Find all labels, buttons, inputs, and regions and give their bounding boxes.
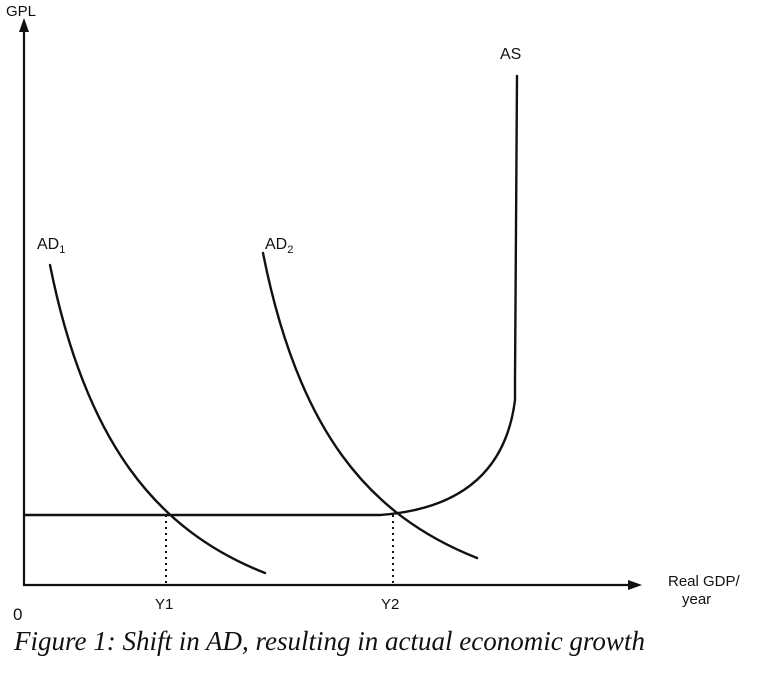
x-axis-label-line2: year xyxy=(682,591,711,608)
y-axis-label: GPL xyxy=(6,3,36,20)
ad1-label-main: AD xyxy=(37,236,59,253)
figure-caption: Figure 1: Shift in AD, resulting in actu… xyxy=(14,626,645,656)
ad1-label-subscript: 1 xyxy=(59,244,65,256)
x-axis-label-line1: Real GDP/ xyxy=(668,573,741,590)
origin-label: 0 xyxy=(13,605,22,624)
x-axis-arrowhead xyxy=(628,580,642,590)
y-axis-arrowhead xyxy=(19,18,29,32)
ad2-label-subscript: 2 xyxy=(287,244,293,256)
ad2-label: AD2 xyxy=(265,236,293,256)
y2-marker-label: Y2 xyxy=(381,596,399,613)
as-label: AS xyxy=(500,46,521,63)
ad2-curve xyxy=(261,251,479,560)
ad1-curve xyxy=(48,263,267,575)
ad1-label: AD1 xyxy=(37,236,65,256)
as-curve xyxy=(22,74,519,517)
ad2-label-main: AD xyxy=(265,236,287,253)
y1-marker-label: Y1 xyxy=(155,596,173,613)
